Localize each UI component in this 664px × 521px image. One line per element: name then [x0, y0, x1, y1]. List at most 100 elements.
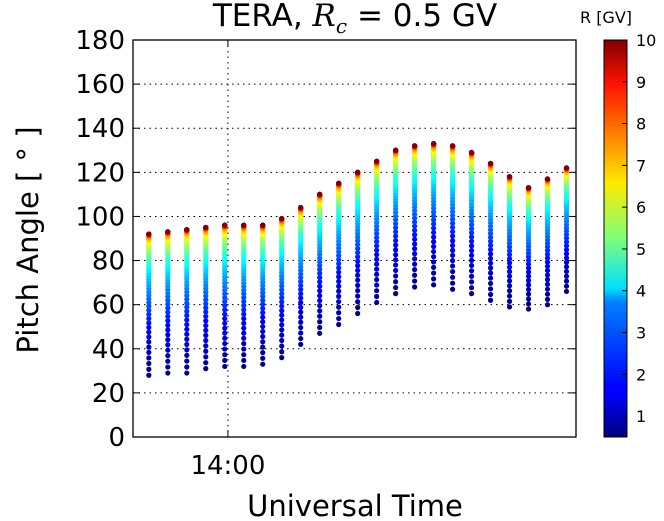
data-point [583, 166, 588, 171]
data-point [241, 340, 247, 347]
data-point [431, 259, 437, 265]
axis-ticks [133, 39, 576, 438]
data-point [563, 165, 570, 171]
data-point [583, 168, 588, 173]
data-point [241, 316, 247, 322]
data-point [127, 278, 132, 283]
colorbar-tick-label: 5 [636, 240, 646, 259]
data-point [525, 291, 532, 297]
data-point [374, 227, 380, 233]
data-point [412, 223, 418, 229]
data-point [583, 157, 588, 162]
data-point [127, 312, 132, 317]
data-point [583, 157, 588, 162]
data-point [127, 353, 132, 358]
data-point [583, 195, 588, 200]
data-point [203, 343, 209, 349]
data-point [583, 169, 588, 174]
data-point [525, 269, 532, 275]
data-point [298, 324, 304, 331]
data-point [146, 311, 152, 317]
data-point [203, 327, 209, 333]
data-point [127, 300, 132, 305]
data-point [127, 234, 132, 239]
data-point [222, 320, 228, 326]
grid-lines [133, 40, 576, 437]
data-point [583, 252, 588, 257]
data-point [412, 232, 418, 238]
data-point [487, 242, 494, 248]
data-point [468, 291, 475, 297]
data-point [222, 340, 228, 347]
data-point [355, 242, 361, 248]
data-point [127, 266, 132, 271]
data-point [222, 363, 228, 370]
data-point [127, 304, 132, 309]
colorbar-ticks: 1 2 3 4 5 6 7 8 9 10 [622, 31, 656, 426]
data-point [487, 265, 494, 271]
data-point [449, 247, 456, 253]
data-point [279, 322, 285, 328]
y-tick-label: 0 [108, 423, 125, 453]
data-point [412, 284, 418, 290]
data-point [260, 328, 266, 335]
data-point [355, 304, 361, 311]
data-point [431, 221, 437, 227]
data-point [317, 288, 323, 294]
data-point [393, 233, 399, 239]
data-point [468, 149, 475, 156]
data-point [317, 319, 323, 325]
data-point [279, 283, 285, 289]
data-point [298, 309, 304, 315]
data-point [563, 251, 570, 257]
data-point [260, 355, 266, 361]
data-point [222, 335, 228, 341]
data-point [431, 229, 437, 236]
data-point [127, 241, 132, 246]
data-point [506, 252, 513, 258]
data-point [241, 335, 247, 341]
data-point [317, 303, 323, 309]
colorbar-tick-label: 3 [636, 324, 646, 343]
data-point [583, 180, 588, 185]
data-point [127, 234, 132, 239]
data-point [374, 271, 380, 277]
data-point [241, 363, 247, 370]
data-point [127, 245, 132, 250]
data-point [146, 299, 152, 306]
data-point [127, 244, 132, 249]
data-point [127, 240, 132, 245]
data-point [260, 301, 266, 307]
data-point [393, 291, 399, 297]
data-point [374, 277, 380, 283]
data-point [506, 273, 513, 279]
data-point [374, 243, 380, 249]
data-point [355, 263, 361, 269]
data-point [374, 230, 380, 237]
data-point [583, 203, 588, 208]
data-point [583, 176, 588, 181]
data-point [203, 297, 209, 303]
data-point [127, 247, 132, 252]
colorbar-tick-label: 8 [636, 115, 646, 134]
data-point [525, 257, 532, 264]
data-point [393, 247, 399, 253]
data-point [203, 313, 209, 319]
data-point [583, 160, 588, 165]
data-point [279, 332, 285, 338]
data-point [146, 231, 152, 237]
data-point [449, 233, 456, 239]
data-point [127, 358, 132, 363]
data-point [127, 234, 132, 239]
y-tick-label: 40 [92, 335, 125, 365]
data-point [468, 226, 475, 232]
data-point [583, 157, 588, 162]
data-point [563, 268, 570, 275]
data-point [583, 167, 588, 172]
data-point [298, 319, 304, 325]
data-point [583, 261, 588, 266]
data-point [222, 325, 228, 331]
data-point [431, 217, 437, 223]
data-point [374, 234, 380, 241]
data-point [431, 243, 437, 250]
